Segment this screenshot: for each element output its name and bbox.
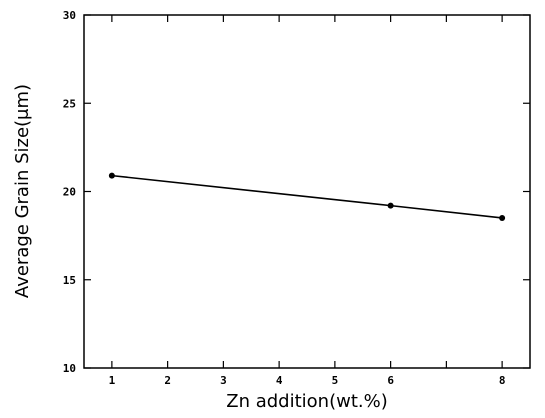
y-tick-label: 25 — [63, 97, 76, 110]
axis-tick-labels: 1 2 3 4 5 6 8 10 15 20 25 30 — [63, 9, 506, 387]
plot-frame — [83, 14, 531, 369]
y-tick-label: 30 — [63, 9, 76, 22]
x-tick-label: 3 — [220, 374, 227, 387]
x-tick-label: 1 — [109, 374, 116, 387]
data-point — [108, 172, 115, 179]
x-tick-label: 2 — [164, 374, 171, 387]
data-series — [108, 172, 506, 221]
x-tick-label: 8 — [499, 374, 506, 387]
y-tick-label: 10 — [63, 362, 76, 375]
x-tick-label: 6 — [387, 374, 394, 387]
x-tick-label: 4 — [276, 374, 283, 387]
y-tick-label: 20 — [63, 186, 76, 199]
x-tick-label: 5 — [332, 374, 339, 387]
data-point — [387, 202, 394, 209]
y-tick-label: 15 — [63, 274, 76, 287]
axis-ticks — [84, 14, 530, 369]
x-axis-title: Zn addition(wt.%) — [226, 391, 387, 412]
y-axis-title: Average Grain Size(μm) — [12, 84, 33, 298]
series-line — [111, 174, 503, 219]
data-point — [499, 214, 506, 221]
